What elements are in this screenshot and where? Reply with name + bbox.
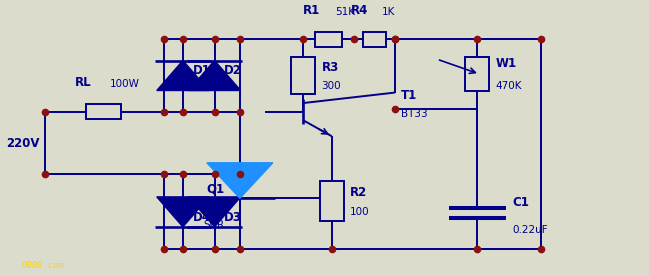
Text: Q1: Q1: [206, 182, 224, 195]
Text: D3: D3: [224, 211, 242, 224]
Polygon shape: [157, 197, 209, 227]
Polygon shape: [157, 60, 209, 91]
Text: 0.22uF: 0.22uF: [512, 225, 548, 235]
Bar: [465, 57, 489, 91]
Text: 100: 100: [350, 207, 370, 217]
Text: D1: D1: [192, 63, 210, 76]
Text: D2: D2: [224, 63, 242, 76]
Polygon shape: [188, 197, 241, 227]
Text: SCR: SCR: [203, 220, 224, 230]
Text: 51K: 51K: [336, 7, 356, 17]
Text: W1: W1: [496, 57, 517, 70]
Text: 0000.com: 0000.com: [21, 261, 64, 270]
Bar: [315, 32, 343, 47]
Text: T1: T1: [401, 89, 417, 102]
Text: 1K: 1K: [382, 7, 396, 17]
Bar: [86, 104, 121, 119]
Text: C1: C1: [512, 196, 529, 209]
Text: R2: R2: [350, 186, 367, 199]
Polygon shape: [188, 60, 241, 91]
Text: 100W: 100W: [110, 79, 140, 89]
Text: D4: D4: [192, 211, 210, 224]
Text: R1: R1: [303, 4, 320, 17]
Polygon shape: [207, 163, 273, 198]
Text: R4: R4: [351, 4, 369, 17]
Text: 300: 300: [321, 81, 341, 91]
Text: RL: RL: [75, 76, 92, 89]
Bar: [291, 57, 315, 94]
Text: 220V: 220V: [6, 137, 39, 150]
Bar: [320, 181, 344, 221]
Text: R3: R3: [321, 61, 339, 74]
Bar: [363, 32, 386, 47]
Text: 470K: 470K: [496, 81, 522, 91]
Text: BT33: BT33: [401, 109, 428, 120]
